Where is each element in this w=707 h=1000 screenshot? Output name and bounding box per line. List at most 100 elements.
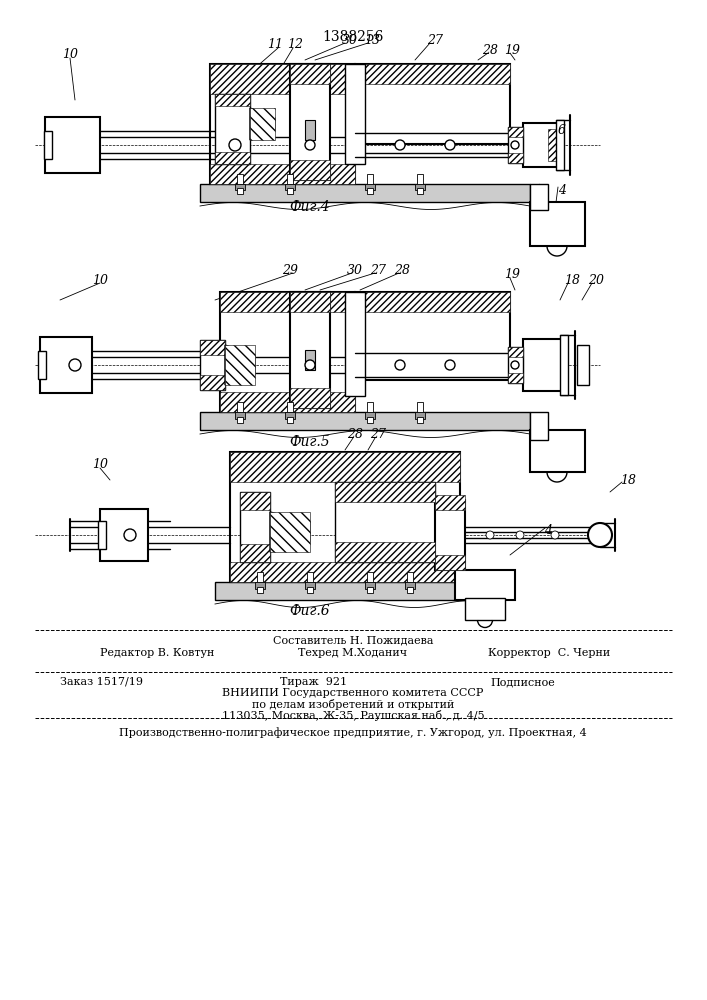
Bar	[435, 555, 465, 570]
Text: 11: 11	[267, 38, 283, 51]
Bar	[220, 292, 355, 412]
Text: 13: 13	[364, 33, 380, 46]
Text: 29: 29	[282, 263, 298, 276]
Text: 20: 20	[588, 273, 604, 286]
Bar	[230, 452, 460, 482]
Bar	[435, 500, 465, 570]
Bar	[215, 152, 250, 164]
Bar	[548, 129, 560, 161]
Text: 10: 10	[92, 458, 108, 472]
Bar	[407, 587, 413, 593]
Bar	[365, 582, 375, 589]
Bar	[237, 174, 243, 184]
Circle shape	[229, 139, 241, 151]
Circle shape	[124, 529, 136, 541]
Bar	[285, 412, 295, 419]
Bar	[367, 417, 373, 423]
Bar	[335, 482, 435, 502]
Bar	[285, 184, 295, 190]
Text: 1388256: 1388256	[322, 30, 384, 44]
Bar	[530, 184, 548, 210]
Text: 18: 18	[620, 474, 636, 487]
Bar	[355, 64, 510, 84]
Bar	[210, 64, 355, 94]
Bar	[210, 164, 355, 184]
Bar	[270, 512, 310, 552]
Circle shape	[486, 531, 494, 539]
Bar	[530, 430, 585, 472]
Bar	[230, 452, 460, 582]
Bar	[290, 64, 330, 84]
Bar	[465, 598, 505, 620]
Bar	[307, 587, 313, 593]
Bar	[240, 492, 270, 510]
Text: по делам изобретений и открытий: по делам изобретений и открытий	[252, 699, 454, 710]
Text: ВНИИПИ Государственного комитета СССР: ВНИИПИ Государственного комитета СССР	[222, 688, 484, 698]
Polygon shape	[270, 512, 310, 552]
Bar	[417, 417, 423, 423]
Text: Фиг.6: Фиг.6	[290, 604, 330, 618]
Bar	[355, 292, 510, 380]
Text: 18: 18	[564, 273, 580, 286]
Text: 6: 6	[558, 123, 566, 136]
Bar	[287, 417, 293, 423]
Bar	[530, 412, 548, 440]
Bar	[556, 120, 564, 170]
Bar	[335, 482, 435, 562]
Text: 113035, Москва, Ж-35, Раушская наб., д. 4/5: 113035, Москва, Ж-35, Раушская наб., д. …	[222, 710, 484, 721]
Bar	[237, 402, 243, 412]
Bar	[235, 412, 245, 419]
Circle shape	[511, 361, 519, 369]
Bar	[530, 202, 585, 246]
Text: 27: 27	[370, 263, 386, 276]
Bar	[367, 188, 373, 194]
Bar	[415, 412, 425, 419]
Bar	[305, 350, 315, 370]
Bar	[290, 160, 330, 180]
Text: Фиг.5: Фиг.5	[290, 435, 330, 449]
Bar	[415, 184, 425, 190]
Bar	[367, 572, 373, 582]
Bar	[240, 492, 270, 562]
Text: Редактор В. Ковтун: Редактор В. Ковтун	[100, 648, 214, 658]
Bar	[290, 388, 330, 408]
Bar	[237, 417, 243, 423]
Bar	[220, 392, 355, 412]
Bar	[200, 340, 225, 390]
Bar	[335, 542, 435, 562]
Bar	[365, 412, 375, 419]
Bar	[100, 509, 148, 561]
Polygon shape	[250, 108, 275, 140]
Bar	[98, 521, 106, 549]
Bar	[200, 412, 530, 430]
Bar	[405, 582, 415, 589]
Bar	[257, 572, 263, 582]
Bar	[367, 587, 373, 593]
Text: 28: 28	[482, 43, 498, 56]
Bar	[240, 544, 270, 562]
Text: 12: 12	[287, 38, 303, 51]
Bar	[508, 153, 523, 163]
Bar	[508, 127, 523, 163]
Bar	[255, 582, 265, 589]
Bar	[417, 174, 423, 184]
Bar	[44, 131, 52, 159]
Bar	[215, 94, 250, 106]
Circle shape	[588, 523, 612, 547]
Bar	[508, 347, 523, 383]
Circle shape	[395, 360, 405, 370]
Bar	[237, 188, 243, 194]
Bar	[40, 337, 92, 393]
Text: 28: 28	[394, 263, 410, 276]
Bar	[287, 402, 293, 412]
Text: 19: 19	[504, 268, 520, 282]
Text: Составитель Н. Пожидаева: Составитель Н. Пожидаева	[273, 635, 433, 645]
Circle shape	[395, 140, 405, 150]
Bar	[200, 375, 225, 390]
Bar	[287, 174, 293, 184]
Bar	[355, 64, 510, 144]
Bar	[230, 562, 460, 582]
Bar	[257, 587, 263, 593]
Bar	[417, 188, 423, 194]
Text: 30: 30	[342, 33, 358, 46]
